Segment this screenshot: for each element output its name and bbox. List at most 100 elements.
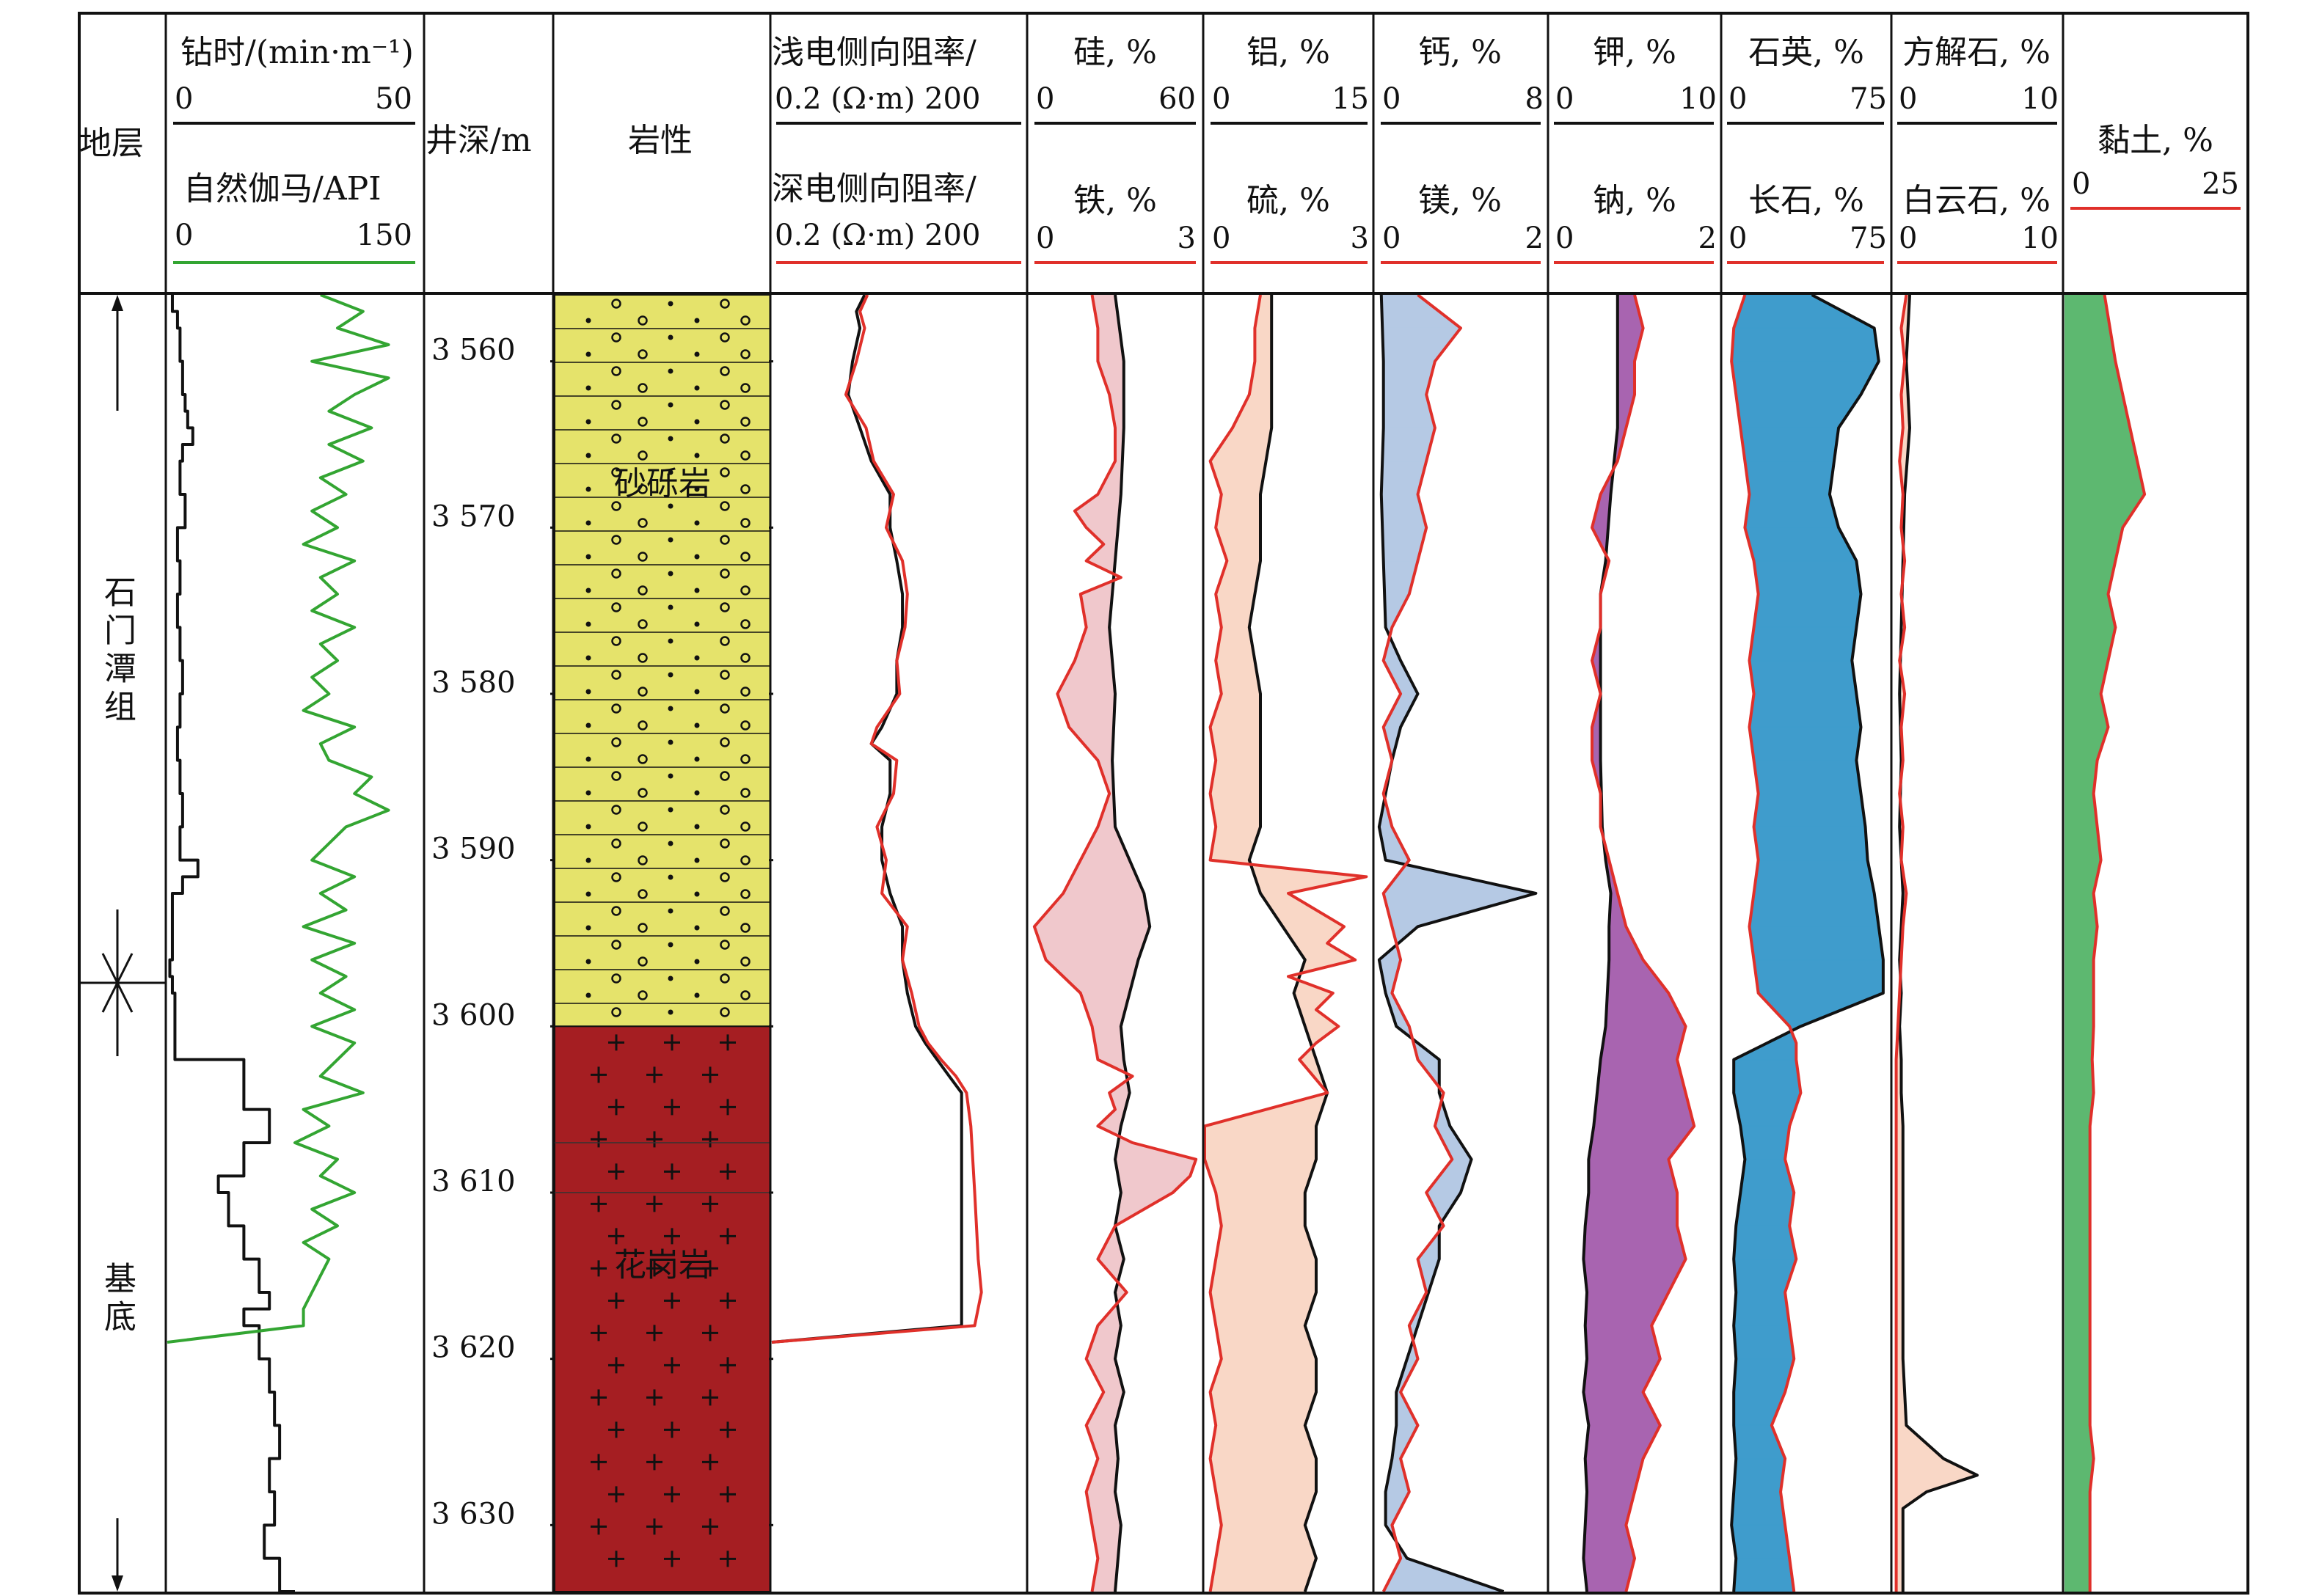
gravel-symbol [720, 467, 730, 477]
qz-max: 75 [1850, 82, 1887, 116]
gravel-symbol [720, 366, 730, 376]
drill-min: 0 [175, 82, 193, 116]
granite-cross-symbol [702, 1131, 718, 1148]
gravel-symbol [720, 299, 730, 309]
sand-dot-symbol [694, 554, 700, 560]
al_s-curve-1 [1203, 294, 1368, 1592]
granite-cross-symbol [720, 1228, 736, 1245]
gravel-symbol [611, 636, 621, 646]
granite-cross-symbol [608, 1421, 624, 1438]
si_fe-fill-band [1114, 1159, 1197, 1176]
qz_fs-fill-band [1735, 1192, 1795, 1226]
k_na-curve-1 [1591, 294, 1696, 1592]
depth-tick-label: 3 630 [431, 1497, 516, 1531]
qz_fs-fill-band [1748, 893, 1880, 927]
granite-cross-symbol [664, 1034, 680, 1051]
qz_fs-fill-band [1733, 1558, 1795, 1592]
strata-header: 地层 [79, 125, 144, 162]
drill-curve-0 [168, 295, 295, 1593]
sand-dot-symbol [668, 537, 673, 543]
sand-dot-symbol [585, 587, 591, 593]
al_s-fill-band [1215, 1524, 1317, 1559]
al_s-fill-band [1215, 1225, 1317, 1260]
qz_fs-fill-band [1739, 427, 1839, 462]
gravel-symbol [611, 670, 621, 680]
dol-max: 10 [2021, 222, 2059, 255]
ca-min: 0 [1382, 82, 1401, 116]
gravel-symbol [720, 501, 730, 511]
granite-cross-symbol [646, 1389, 662, 1406]
sand-dot-symbol [585, 351, 591, 357]
fill-layer [1033, 294, 2145, 1592]
qz_fs-fill-band [1748, 626, 1857, 662]
qz_fs-curve-1 [1730, 294, 1803, 1592]
gravel-symbol [638, 720, 648, 731]
granite-cross-symbol [608, 1486, 624, 1503]
granite-cross-symbol [608, 1099, 624, 1116]
gravel-symbol [720, 602, 730, 612]
shallow-scale: 0.2 (Ω·m) 200 [775, 82, 980, 116]
sand-dot-symbol [585, 824, 591, 830]
sand-dot-symbol [668, 706, 673, 711]
sand-dot-symbol [668, 807, 673, 813]
granite-cross-symbol [608, 1034, 624, 1051]
gravel-symbol [638, 855, 648, 865]
granite-cross-symbol [608, 1551, 624, 1567]
na-header: 钠, % [1593, 182, 1676, 219]
qz_fs-fill-band [1733, 1292, 1790, 1326]
k_na-fill-band [1588, 1159, 1678, 1193]
gravel-symbol [740, 653, 751, 663]
granite-cross-symbol [720, 1034, 736, 1051]
sand-dot-symbol [585, 689, 591, 695]
sand-dot-symbol [668, 402, 673, 408]
granite-cross-symbol [664, 1357, 680, 1374]
gravel-symbol [638, 788, 648, 798]
k_na-fill-band [1600, 1025, 1687, 1061]
k_na-fill-band [1582, 1225, 1687, 1260]
s-min: 0 [1212, 222, 1230, 255]
sand-dot-symbol [694, 587, 700, 593]
ca-header: 钙, % [1418, 34, 1502, 71]
curve-layer [167, 293, 2147, 1593]
fe-min: 0 [1036, 222, 1054, 255]
granite-cross-symbol [646, 1325, 662, 1341]
gravel-symbol [720, 940, 730, 950]
qz_fs-fill-band [1753, 793, 1866, 827]
sand-dot-symbol [694, 655, 700, 661]
gravel-symbol [740, 585, 751, 596]
al_s-fill-band [1204, 1159, 1317, 1193]
resistivity-curve-1 [771, 294, 983, 1344]
granite-cross-symbol [702, 1454, 718, 1471]
strata-unit-label-char: 组 [104, 689, 136, 726]
al_s-fill-band [1210, 1458, 1317, 1493]
header-scale-lines [173, 122, 2241, 264]
qz_fs-fill-band [1733, 1225, 1797, 1260]
lithology-label-0: 砂砾岩 [614, 465, 711, 502]
ca_mg-curve-0 [1377, 294, 1538, 1593]
track-frame [78, 12, 2249, 1595]
gravel-symbol [611, 501, 621, 511]
sand-dot-symbol [585, 891, 591, 897]
sand-dot-symbol [668, 368, 673, 374]
depth-tick-label: 3 600 [431, 998, 516, 1032]
deep-scale: 0.2 (Ω·m) 200 [775, 219, 980, 252]
gravel-symbol [740, 754, 751, 764]
sand-dot-symbol [668, 436, 673, 442]
granite-cross-symbol [608, 1228, 624, 1245]
granite-cross-symbol [608, 1163, 624, 1180]
sand-dot-symbol [668, 942, 673, 948]
si_fe-curve-1 [1032, 294, 1198, 1592]
granite-cross-symbol [591, 1325, 607, 1341]
gravel-symbol [638, 990, 648, 1000]
drill-curve-1 [167, 293, 390, 1344]
granite-cross-symbol [720, 1486, 736, 1503]
gravel-symbol [720, 535, 730, 545]
clay-fill-area [2064, 295, 2145, 1592]
granite-cross-symbol [664, 1551, 680, 1567]
sand-dot-symbol [694, 891, 700, 897]
qz_fs-fill-band [1753, 760, 1862, 794]
granite-cross-symbol [591, 1131, 607, 1148]
gravel-symbol [638, 585, 648, 596]
